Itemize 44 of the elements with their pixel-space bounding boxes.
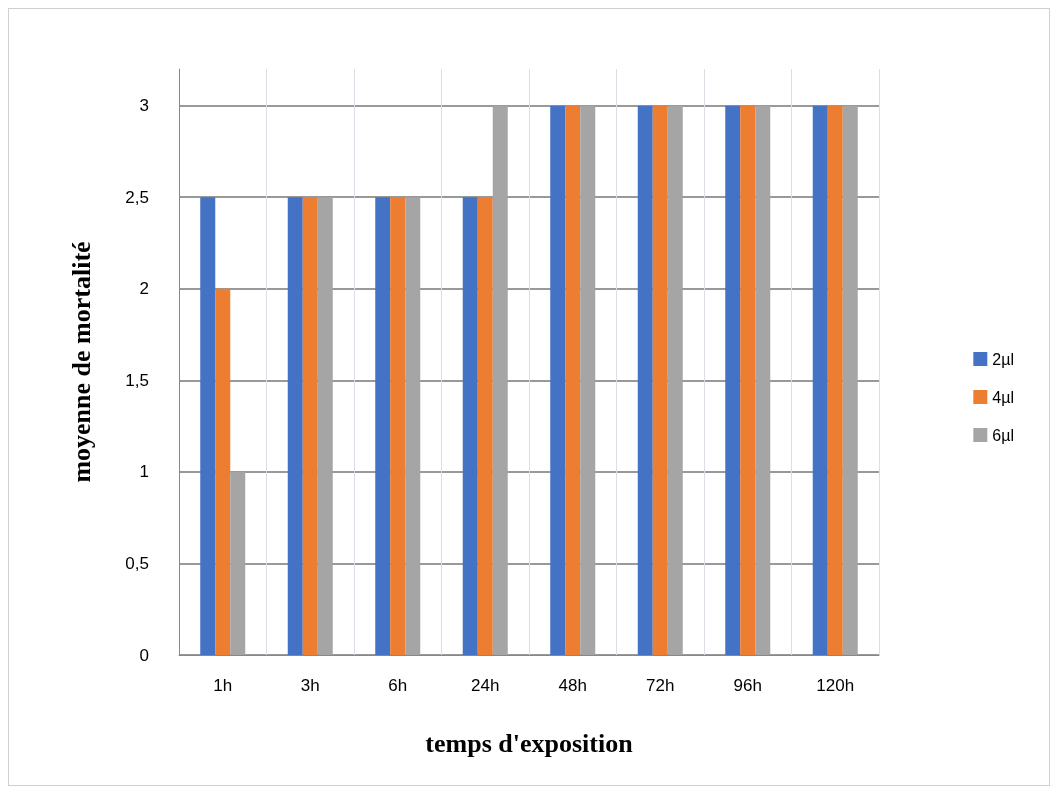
legend-label: 6µl <box>992 426 1014 444</box>
x-tick-label: 72h <box>646 676 675 695</box>
bar <box>637 105 653 655</box>
y-tick-label: 3 <box>139 96 149 116</box>
bar <box>740 105 756 655</box>
y-tick-label: 2,5 <box>125 187 149 207</box>
bar <box>652 105 668 655</box>
bar <box>405 197 421 655</box>
bar <box>287 197 303 655</box>
bar <box>215 288 231 655</box>
bar <box>302 197 318 655</box>
bar <box>565 105 581 655</box>
bar <box>492 105 508 655</box>
bar <box>667 105 683 655</box>
bar <box>580 105 596 655</box>
bar <box>230 471 246 655</box>
bar <box>317 197 333 655</box>
bar <box>755 105 771 655</box>
x-tick-label: 24h <box>471 676 500 695</box>
bar <box>827 105 843 655</box>
y-tick-label: 1,5 <box>125 370 149 390</box>
x-axis-title: temps d'exposition <box>425 728 634 758</box>
x-tick-label: 96h <box>733 676 762 695</box>
bar <box>390 197 406 655</box>
y-tick-label: 1 <box>139 462 149 482</box>
bar <box>550 105 566 655</box>
x-tick-label: 6h <box>388 676 408 695</box>
legend-label: 2µl <box>992 350 1014 368</box>
bar <box>462 197 478 655</box>
y-tick-label: 0,5 <box>125 553 149 573</box>
bar <box>477 197 493 655</box>
bar <box>725 105 741 655</box>
bar <box>375 197 391 655</box>
x-tick-label: 120h <box>816 676 855 695</box>
y-axis-title: moyenne de mortalité <box>66 241 96 483</box>
x-tick-label: 1h <box>213 676 233 695</box>
legend-label: 4µl <box>992 388 1014 406</box>
y-tick-label: 0 <box>139 645 149 665</box>
x-tick-label: 48h <box>558 676 587 695</box>
bar <box>200 197 216 655</box>
bar <box>812 105 828 655</box>
x-tick-label: 3h <box>300 676 320 695</box>
bar <box>842 105 858 655</box>
y-tick-label: 2 <box>139 279 149 299</box>
